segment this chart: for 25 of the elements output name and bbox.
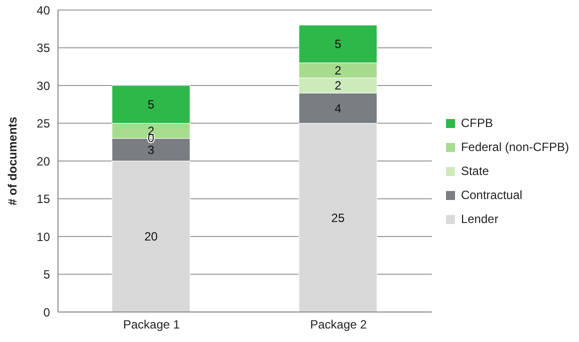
y-tick-label: 20 (36, 154, 50, 168)
data-label: 4 (334, 101, 342, 116)
legend-label: Contractual (460, 188, 522, 202)
data-label: 2 (334, 78, 342, 93)
data-label: 5 (148, 98, 155, 112)
legend-label: Federal (non-CFPB) (460, 140, 569, 154)
legend-label: Lender (460, 212, 498, 226)
data-label: 2 (334, 64, 342, 78)
y-tick-label: 30 (36, 78, 50, 93)
y-tick-label: 5 (43, 268, 50, 282)
data-label: 5 (334, 37, 342, 52)
data-label: 25 (331, 210, 345, 225)
y-tick-label: 40 (36, 3, 50, 18)
y-tick-label: 10 (36, 230, 50, 244)
data-label: 20 (144, 230, 158, 244)
y-tick-label: 25 (36, 116, 50, 131)
x-tick-label: Package 2 (310, 318, 368, 332)
data-label: 3 (148, 142, 155, 157)
y-axis-title: # of documents (5, 116, 20, 206)
legend-label: CFPB (460, 116, 493, 130)
y-tick-label: 35 (36, 41, 50, 56)
y-tick-label: 0 (43, 305, 50, 320)
legend-label: State (460, 164, 489, 178)
y-tick-label: 15 (36, 192, 50, 206)
x-tick-label: Package 1 (123, 318, 180, 332)
